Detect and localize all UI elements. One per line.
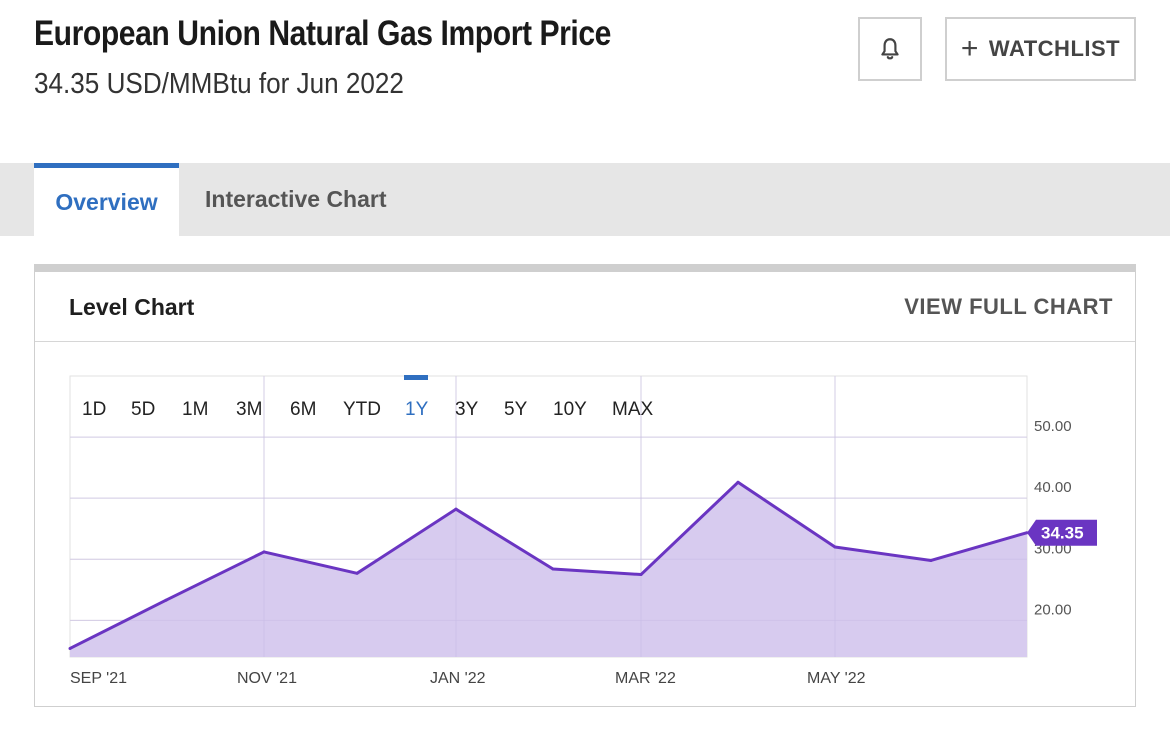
range-button-3y[interactable]: 3Y <box>455 399 479 420</box>
data-point <box>833 545 837 549</box>
watchlist-label: WATCHLIST <box>988 36 1121 61</box>
alert-button[interactable] <box>858 17 922 81</box>
data-point <box>68 646 72 650</box>
tab-interactive-chart-label: Interactive Chart <box>205 186 387 212</box>
range-button-5d[interactable]: 5D <box>131 399 155 420</box>
data-point <box>454 507 458 511</box>
panel-title: Level Chart <box>69 294 195 320</box>
data-point <box>639 573 643 577</box>
range-button-1y[interactable]: 1Y <box>405 399 429 420</box>
data-point <box>355 571 359 575</box>
bell-icon <box>881 38 899 60</box>
data-point <box>164 598 168 602</box>
data-point <box>551 567 555 571</box>
x-tick-label: SEP '21 <box>70 670 127 687</box>
range-button-ytd[interactable]: YTD <box>343 399 381 420</box>
tab-overview[interactable]: Overview <box>34 163 179 236</box>
plus-icon: + <box>960 32 979 65</box>
range-button-5y[interactable]: 5Y <box>504 399 528 420</box>
series-area <box>70 482 1027 657</box>
data-point <box>262 550 266 554</box>
y-tick-label: 20.00 <box>1034 601 1072 618</box>
last-value-label: 34.35 <box>1041 524 1084 543</box>
range-selected-indicator <box>404 375 428 380</box>
x-tick-label: MAR '22 <box>615 670 676 687</box>
range-button-6m[interactable]: 6M <box>290 399 316 420</box>
y-tick-label: 50.00 <box>1034 418 1072 435</box>
data-point <box>929 558 933 562</box>
range-button-3m[interactable]: 3M <box>236 399 262 420</box>
x-tick-label: NOV '21 <box>237 670 297 687</box>
range-button-1d[interactable]: 1D <box>82 399 106 420</box>
page-title: European Union Natural Gas Import Price <box>34 14 611 53</box>
watchlist-button[interactable]: + WATCHLIST <box>945 17 1136 81</box>
range-button-1m[interactable]: 1M <box>182 399 208 420</box>
range-button-10y[interactable]: 10Y <box>553 399 587 420</box>
tab-bar: Overview Interactive Chart <box>0 163 1170 236</box>
x-tick-label: JAN '22 <box>430 670 486 687</box>
y-tick-label: 40.00 <box>1034 479 1072 496</box>
tab-overview-label: Overview <box>55 188 158 215</box>
tab-interactive-chart[interactable]: Interactive Chart <box>205 163 387 236</box>
view-full-chart-link[interactable]: VIEW FULL CHART <box>904 294 1113 319</box>
page-subtitle: 34.35 USD/MMBtu for Jun 2022 <box>34 68 404 100</box>
x-tick-label: MAY '22 <box>807 670 866 687</box>
last-value-badge <box>1027 519 1097 546</box>
panel-header: Level Chart VIEW FULL CHART <box>35 272 1135 342</box>
data-point <box>736 480 740 484</box>
range-button-max[interactable]: MAX <box>612 399 654 420</box>
